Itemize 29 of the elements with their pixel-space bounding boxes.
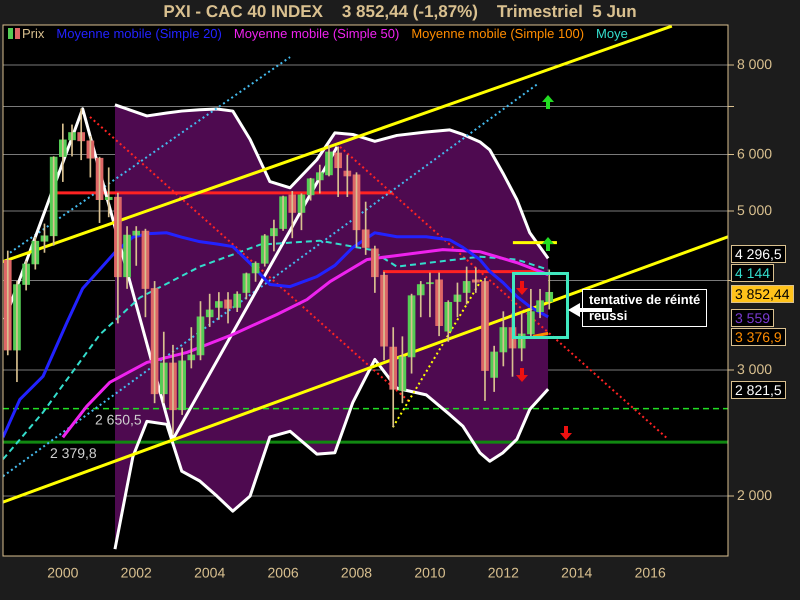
annotation: tentative de réinté reussi	[582, 289, 708, 327]
text: Moyenne mobile (Simple 50)	[234, 26, 400, 41]
x-tick-label: 2010	[414, 564, 446, 580]
ref-line-label: 2 379,8	[50, 444, 97, 461]
ref-line-label: 2 650,5	[95, 411, 142, 428]
legend-label: Prix	[22, 26, 44, 41]
y-tick-label: 8 000	[737, 56, 772, 72]
x-tick-label: 2006	[268, 564, 299, 580]
text: 2 821,5	[731, 381, 786, 399]
text: Moye	[596, 26, 628, 41]
x-tick-label: 2012	[488, 564, 520, 580]
text: 4 144	[731, 264, 774, 282]
x-tick-label: 2016	[634, 564, 666, 580]
text: 3 559	[731, 309, 774, 327]
y-tick-label: 2 000	[737, 487, 772, 504]
x-tick-label: 2000	[47, 564, 79, 580]
y-tick-label: 6 000	[737, 145, 772, 162]
x-tick-label: 2014	[561, 564, 593, 580]
text: 4 296,5	[731, 245, 786, 263]
text: 3 376,9	[731, 328, 786, 346]
y-tick-label: 3 000	[737, 360, 772, 377]
text: Moyenne mobile (Simple 20)	[56, 26, 222, 41]
x-tick-label: 2002	[120, 564, 152, 580]
text: Moyenne mobile (Simple 100)	[411, 26, 584, 41]
text: 3 852,44	[731, 285, 794, 303]
y-tick-label: 5 000	[737, 202, 772, 218]
x-tick-label: 2008	[340, 564, 372, 580]
x-tick-label: 2004	[194, 564, 226, 580]
chart-title: PXI - CAC 40 INDEX 3 852,44 (-1,87%) Trimestriel 5 Jun	[162, 2, 638, 22]
